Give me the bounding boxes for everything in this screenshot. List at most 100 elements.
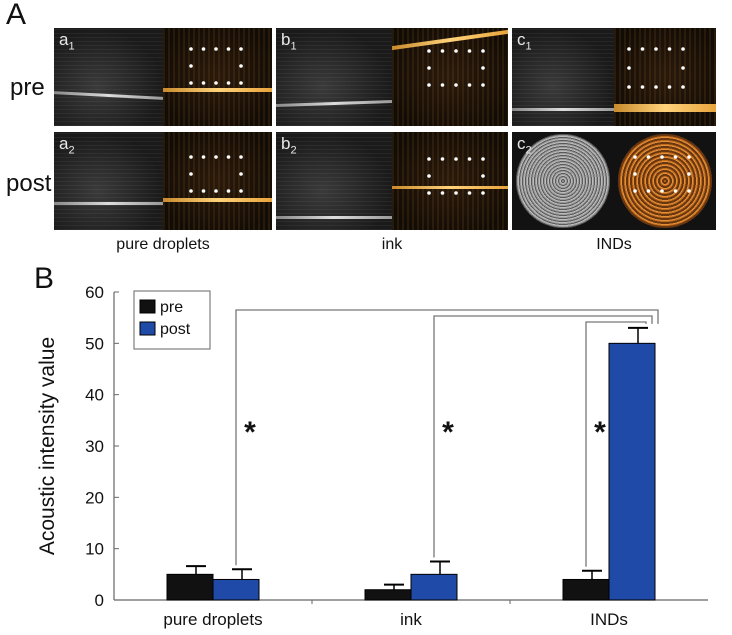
roi-dot: [481, 49, 485, 53]
roi-dot: [667, 85, 672, 89]
roi-dot: [646, 155, 651, 159]
roi-dot: [481, 174, 485, 178]
row-label-post: post: [6, 170, 52, 197]
y-tick-label: 20: [85, 488, 104, 507]
roi-dot: [467, 83, 472, 87]
roi-dot: [627, 47, 631, 51]
roi-dot: [654, 47, 658, 51]
image-label-a2: a2: [59, 134, 75, 157]
roi-dot: [214, 155, 218, 159]
roi-dot: [654, 85, 658, 89]
roi-dot: [427, 191, 431, 195]
roi-dot: [214, 47, 218, 51]
roi-dot: [681, 66, 685, 70]
x-tick-label: ink: [400, 610, 422, 629]
y-tick-label: 50: [85, 334, 104, 353]
roi-dot: [239, 81, 243, 85]
ultrasound-image-c2: c2: [512, 132, 716, 230]
roi-dot: [440, 83, 445, 87]
panel-b-label: B: [34, 262, 55, 295]
legend: pre post: [133, 290, 211, 350]
roi-dot: [481, 83, 485, 87]
x-tick-label: INDs: [590, 610, 628, 629]
significance-star: *: [244, 416, 256, 449]
roi-dot: [467, 191, 472, 195]
panel-a-label: A: [6, 0, 27, 31]
significance-star: *: [442, 416, 454, 449]
roi-dot: [627, 85, 631, 89]
roi-dot: [660, 189, 664, 193]
image-label-b1: b1: [281, 30, 297, 53]
roi-dot: [467, 157, 472, 161]
roi-dot: [633, 172, 637, 176]
roi-dot: [226, 189, 231, 193]
roi-dot: [681, 47, 685, 51]
roi-dot: [467, 49, 472, 53]
roi-dot: [673, 155, 678, 159]
roi-dot: [427, 157, 431, 161]
column-label-pure-droplets: pure droplets: [116, 236, 210, 253]
ultrasound-image-b1: b1: [276, 28, 508, 126]
image-label-c1: c1: [517, 30, 532, 53]
roi-dot: [226, 155, 231, 159]
roi-dot: [189, 47, 193, 51]
bar-pre: [166, 573, 214, 601]
roi-dot: [627, 66, 631, 70]
roi-dot: [440, 157, 445, 161]
y-tick-label: 60: [85, 283, 104, 302]
roi-dot: [239, 189, 243, 193]
roi-dot: [201, 81, 206, 85]
roi-dot: [214, 189, 218, 193]
legend-label-pre: pre: [160, 299, 183, 316]
roi-dot: [239, 47, 243, 51]
column-label-ink: ink: [381, 236, 403, 253]
roi-dot: [454, 157, 458, 161]
roi-dot: [239, 155, 243, 159]
significance-bracket: [433, 315, 653, 558]
roi-dot: [667, 47, 672, 51]
significance-bracket: [235, 309, 659, 566]
roi-dot: [201, 189, 206, 193]
row-label-pre: pre: [10, 74, 45, 101]
roi-dot: [189, 81, 193, 85]
roi-dot: [427, 49, 431, 53]
image-label-b2: b2: [281, 134, 297, 157]
roi-dotted-box: [427, 49, 485, 87]
roi-dot: [646, 189, 651, 193]
roi-dot: [239, 172, 243, 176]
roi-dot: [226, 47, 231, 51]
bar-post: [608, 342, 656, 601]
roi-dot: [239, 64, 243, 68]
y-tick-label: 0: [95, 591, 104, 610]
roi-dotted-box: [189, 47, 243, 85]
roi-dotted-box: [427, 157, 485, 195]
roi-dotted-box: [633, 155, 691, 193]
bar-post: [212, 578, 260, 601]
roi-dot: [440, 49, 445, 53]
bar-chart: 0 10 20 30 40 50 60 Acoustic intensity value pur…: [36, 283, 708, 629]
roi-dot: [633, 189, 637, 193]
roi-dot: [226, 81, 231, 85]
significance-bracket: [585, 321, 647, 567]
significance-star: *: [594, 416, 606, 449]
roi-dot: [427, 83, 431, 87]
roi-dot: [189, 155, 193, 159]
image-label-a1: a1: [59, 30, 75, 53]
y-tick-label: 40: [85, 386, 104, 405]
ultrasound-image-b2: b2: [276, 132, 508, 230]
ultrasound-image-c1: c1: [512, 28, 716, 126]
ultrasound-image-a1: a1: [54, 28, 272, 126]
legend-swatch-post: [139, 321, 156, 336]
roi-dot: [454, 191, 458, 195]
y-axis-label: Acoustic intensity value: [36, 337, 59, 555]
roi-dot: [189, 172, 193, 176]
bar-pre: [364, 589, 412, 601]
roi-dot: [687, 189, 691, 193]
roi-dot: [640, 85, 645, 89]
roi-dot: [214, 81, 218, 85]
roi-dot: [189, 64, 193, 68]
legend-label-post: post: [160, 321, 191, 338]
roi-dot: [427, 66, 431, 70]
roi-dot: [681, 85, 685, 89]
roi-dot: [440, 191, 445, 195]
